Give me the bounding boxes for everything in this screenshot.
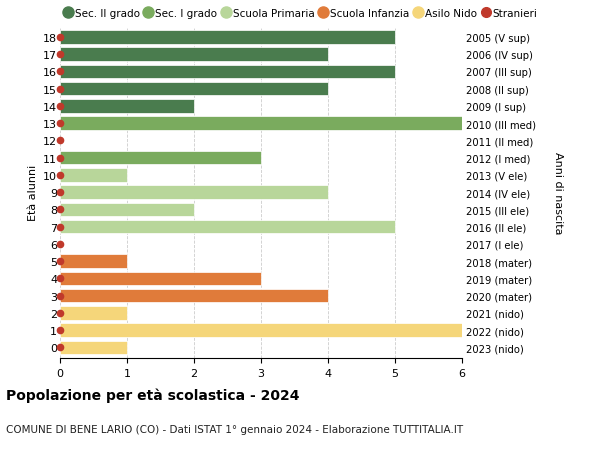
Bar [60,307,127,320]
Bar [60,289,328,303]
Bar [60,203,194,217]
Bar [60,31,395,45]
Bar [60,66,395,79]
Bar [60,117,462,131]
Bar [60,151,261,165]
Bar [60,100,194,113]
Bar [60,272,261,285]
Y-axis label: Anni di nascita: Anni di nascita [553,151,563,234]
Y-axis label: Età alunni: Età alunni [28,165,38,221]
Bar [60,255,127,269]
Text: COMUNE DI BENE LARIO (CO) - Dati ISTAT 1° gennaio 2024 - Elaborazione TUTTITALIA: COMUNE DI BENE LARIO (CO) - Dati ISTAT 1… [6,425,463,435]
Bar [60,48,328,62]
Text: Popolazione per età scolastica - 2024: Popolazione per età scolastica - 2024 [6,388,299,403]
Bar [60,324,462,337]
Bar [60,341,127,354]
Bar [60,83,328,96]
Bar [60,220,395,234]
Legend: Sec. II grado, Sec. I grado, Scuola Primaria, Scuola Infanzia, Asilo Nido, Stran: Sec. II grado, Sec. I grado, Scuola Prim… [65,9,538,19]
Bar [60,169,127,182]
Bar [60,186,328,200]
